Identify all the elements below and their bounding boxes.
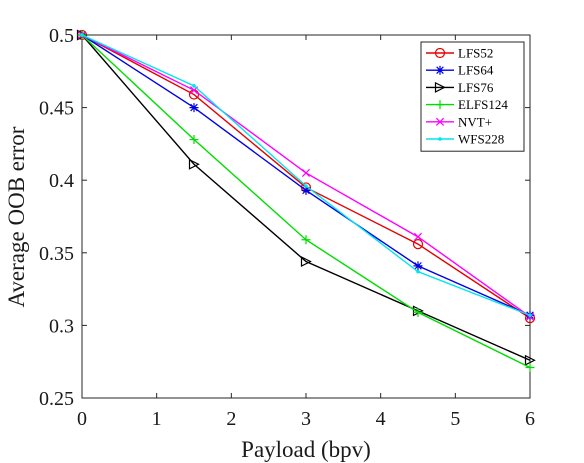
data-point-lfs52 [412, 238, 424, 250]
data-point-lfs76 [188, 158, 200, 170]
data-point-wfs228 [304, 184, 308, 188]
data-point-elfs124 [301, 235, 311, 245]
legend-label-lfs64: LFS64 [458, 63, 494, 78]
data-point-wfs228 [192, 84, 196, 88]
y-tick-label: 0.4 [49, 170, 74, 192]
legend-label-lfs52: LFS52 [458, 46, 493, 61]
data-point-elfs124 [189, 135, 199, 145]
y-tick-label: 0.35 [39, 243, 74, 265]
legend-marker-wfs228 [438, 137, 442, 141]
x-tick-label: 0 [77, 408, 87, 430]
plot-area: 0 1 2 3 4 5 60.250.30.350.40.450.5LFS52LFS64LF… [39, 25, 536, 430]
legend-label-nvt: NVT+ [458, 114, 492, 129]
y-tick-label: 0.3 [49, 315, 74, 337]
series-wfs228 [80, 33, 532, 318]
legend-marker-nvt [435, 117, 445, 126]
data-point-wfs228 [80, 33, 84, 37]
legend-marker-lfs76 [434, 81, 446, 93]
x-tick-label: 3 [301, 408, 311, 430]
legend-marker-elfs124 [435, 100, 445, 110]
x-tick-label: 5 [450, 408, 460, 430]
legend-label-elfs124: ELFS124 [458, 97, 508, 112]
x-tick-label: 4 [376, 408, 386, 430]
legend-marker-lfs64 [435, 65, 445, 75]
series-line-lfs76 [81, 34, 531, 361]
x-tick-label: 2 [226, 408, 236, 430]
data-point-nvt [301, 168, 311, 177]
data-point-lfs64 [189, 103, 199, 113]
legend: LFS52 LFS64 LFS76 ELFS124 NVT+ WFS228 [420, 41, 525, 152]
y-axis-title: Average OOB error [4, 126, 29, 307]
data-point-lfs64 [301, 185, 311, 195]
y-tick-label: 0.5 [49, 25, 74, 47]
x-tick-label: 1 [152, 408, 162, 430]
x-tick-label: 6 [525, 408, 535, 430]
legend-box [420, 41, 525, 152]
data-point-elfs124 [525, 363, 535, 373]
y-tick-label: 0.25 [39, 388, 74, 410]
legend-label-wfs228: WFS228 [458, 132, 504, 147]
data-point-elfs124 [413, 307, 423, 317]
data-point-nvt [413, 232, 423, 241]
series-elfs124 [77, 30, 535, 373]
data-point-wfs228 [528, 313, 532, 318]
legend-marker-lfs52 [434, 47, 446, 59]
data-point-lfs64 [413, 261, 423, 271]
data-point-lfs76 [524, 354, 536, 366]
y-tick-label: 0.45 [39, 98, 74, 120]
data-point-lfs76 [300, 256, 312, 267]
data-point-wfs228 [416, 269, 420, 274]
legend-label-lfs76: LFS76 [458, 80, 494, 95]
x-axis-title: Payload (bpv) [241, 437, 371, 462]
